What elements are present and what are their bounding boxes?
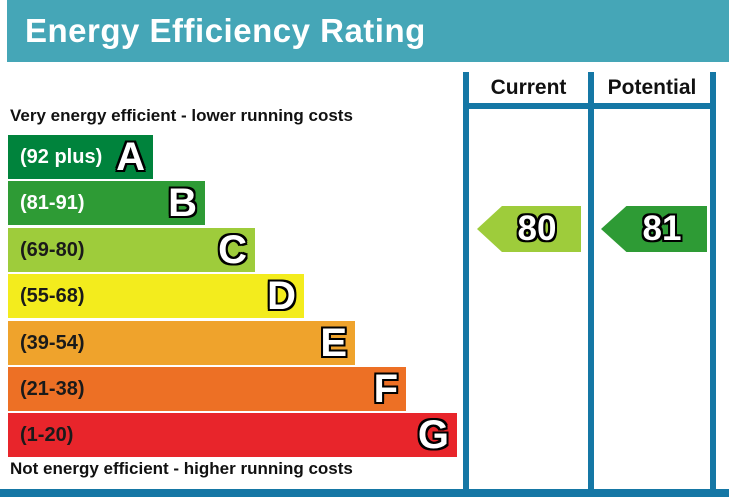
band-range-label: (69-80) — [20, 238, 85, 261]
band-letter: F — [373, 367, 398, 411]
chart-title-bar: Energy Efficiency Rating — [7, 0, 729, 62]
band-range-label: (81-91) — [20, 191, 85, 214]
table-middle-divider — [588, 72, 594, 496]
band-range-label: (39-54) — [20, 331, 85, 354]
band-range-label: (1-20) — [20, 423, 74, 446]
epc-band-a: (92 plus) A — [8, 135, 153, 179]
band-letter: E — [320, 321, 347, 365]
top-efficiency-note: Very energy efficient - lower running co… — [10, 106, 353, 125]
epc-band-b: (81-91) B — [8, 181, 205, 225]
table-header-underline — [463, 103, 716, 109]
band-letter: B — [168, 181, 197, 225]
chart-title: Energy Efficiency Rating — [25, 12, 426, 49]
epc-band-d: (55-68) D — [8, 274, 304, 318]
bottom-efficiency-note: Not energy efficient - higher running co… — [10, 459, 353, 478]
band-letter: A — [116, 135, 145, 179]
epc-band-f: (21-38) F — [8, 367, 406, 411]
current-column-header: Current — [490, 75, 567, 99]
band-range-label: (92 plus) — [20, 145, 103, 168]
potential-rating-value: 81 — [642, 209, 682, 248]
table-right-divider — [710, 72, 716, 496]
potential-rating-arrow: 81 — [601, 206, 707, 252]
band-range-label: (55-68) — [20, 284, 85, 307]
epc-band-e: (39-54) E — [8, 321, 355, 365]
band-letter: D — [267, 274, 296, 318]
potential-column-header: Potential — [607, 75, 697, 99]
table-bottom-line — [0, 489, 729, 497]
band-range-label: (21-38) — [20, 377, 85, 400]
band-letter: C — [218, 228, 247, 272]
current-rating-value: 80 — [517, 209, 557, 248]
table-left-divider — [463, 72, 469, 496]
band-letter: G — [417, 413, 449, 457]
epc-band-g: (1-20) G — [8, 413, 457, 457]
epc-band-c: (69-80) C — [8, 228, 255, 272]
current-rating-arrow: 80 — [477, 206, 581, 252]
